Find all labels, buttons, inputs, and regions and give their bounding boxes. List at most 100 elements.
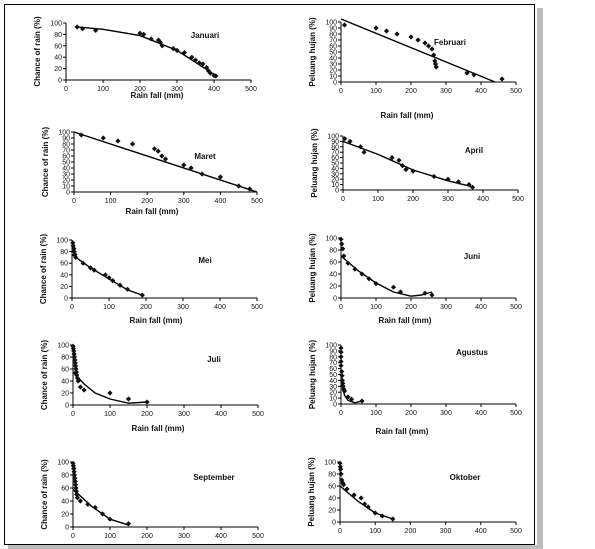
- y-tick-label: 80: [328, 472, 336, 479]
- data-point: [141, 31, 147, 37]
- x-tick-label: 500: [510, 88, 522, 95]
- y-tick-label: 80: [329, 354, 337, 361]
- x-tick-label: 0: [71, 411, 75, 418]
- data-point: [125, 521, 132, 527]
- panel-april: 0 100 200 300 400 5000102030405060708090100Ap…: [310, 128, 524, 203]
- data-point: [351, 492, 357, 498]
- data-point: [93, 27, 99, 34]
- y-axis-label: Peluang hujan (%): [310, 128, 319, 198]
- x-tick-label: 400: [477, 196, 489, 203]
- x-tick-label: 200: [134, 86, 146, 93]
- x-tick-label: 300: [178, 198, 190, 205]
- y-tick-label: 100: [50, 21, 62, 28]
- y-tick-label: 0: [333, 80, 337, 87]
- data-point: [383, 28, 390, 34]
- data-point: [70, 343, 76, 349]
- data-point: [71, 472, 78, 478]
- x-tick-label: 300: [440, 88, 452, 95]
- y-tick-label: 70: [62, 148, 70, 155]
- x-tick-label: 200: [405, 528, 417, 535]
- data-point: [345, 394, 351, 400]
- data-point: [75, 378, 81, 384]
- data-point: [429, 292, 435, 298]
- y-tick-label: 60: [328, 484, 336, 491]
- data-point: [151, 146, 158, 152]
- x-tick-label: 100: [97, 86, 109, 93]
- y-tick-label: 100: [324, 460, 336, 467]
- data-point: [204, 64, 210, 71]
- trend-line: [72, 488, 129, 526]
- data-point: [352, 266, 358, 272]
- y-tick-label: 40: [328, 496, 336, 503]
- data-point: [139, 292, 145, 298]
- x-tick-label: 300: [177, 304, 189, 311]
- y-tick-label: 100: [57, 460, 69, 467]
- data-point: [162, 156, 169, 162]
- month-label: Maret: [194, 152, 216, 161]
- y-axis-label: Peluang hujan (%): [307, 457, 316, 527]
- data-point: [342, 136, 348, 142]
- data-point: [339, 373, 345, 379]
- y-tick-label: 80: [61, 473, 69, 480]
- data-point: [359, 271, 365, 277]
- data-point: [432, 58, 438, 64]
- x-tick-label: 200: [141, 533, 153, 540]
- data-point: [102, 272, 108, 278]
- data-point: [155, 148, 161, 154]
- data-point: [125, 396, 132, 402]
- x-tick-label: 100: [370, 410, 382, 417]
- data-point: [422, 40, 428, 46]
- data-point: [339, 368, 345, 375]
- panel-oktober: 0 100 200 300 400 500 0 20 40 60 80 100 Oktober Pelua…: [307, 457, 522, 535]
- y-tick-label: 80: [62, 142, 70, 149]
- data-point: [73, 366, 79, 372]
- x-tick-label: 100: [104, 533, 116, 540]
- x-tick-label: 300: [178, 411, 190, 418]
- data-point: [340, 383, 346, 389]
- data-point: [159, 43, 165, 49]
- data-point: [124, 286, 131, 292]
- data-point: [159, 153, 165, 159]
- y-tick-label: 0: [333, 296, 337, 303]
- y-tick-label: 40: [329, 56, 337, 63]
- month-label: Februari: [434, 38, 466, 47]
- month-label: Juli: [207, 355, 221, 364]
- y-tick-label: 90: [331, 139, 339, 146]
- x-tick-label: 500: [252, 411, 264, 418]
- y-tick-label: 0: [335, 188, 339, 195]
- panel-mei: 0 100 200 300 400 500 0 20 40 60 80 100 Mei Rain fall…: [39, 234, 263, 325]
- y-axis-label: Peluang hujan (%): [308, 17, 317, 87]
- x-tick-label: 200: [141, 198, 153, 205]
- month-label: April: [465, 146, 483, 155]
- y-axis-label: Peluang hujan (%): [308, 340, 317, 410]
- data-point: [358, 495, 364, 501]
- y-tick-label: 0: [58, 78, 62, 85]
- month-label: Mei: [198, 256, 211, 265]
- trend-line: [72, 371, 148, 404]
- data-point: [70, 346, 76, 352]
- data-point: [338, 471, 344, 477]
- y-tick-label: 0: [66, 190, 70, 197]
- y-tick-label: 30: [329, 62, 337, 69]
- data-point: [464, 70, 470, 76]
- y-tick-label: 60: [61, 486, 69, 493]
- x-tick-label: 0: [339, 304, 343, 311]
- data-point: [403, 166, 409, 173]
- x-axis-label: Rain fall (mm): [130, 316, 183, 325]
- data-point: [189, 54, 195, 60]
- data-point: [247, 186, 253, 192]
- x-tick-label: 0: [338, 528, 342, 535]
- data-point: [200, 61, 206, 67]
- data-point: [81, 387, 87, 393]
- data-point: [72, 475, 78, 481]
- x-tick-label: 100: [103, 304, 115, 311]
- x-tick-label: 200: [405, 304, 417, 311]
- data-point: [107, 516, 113, 522]
- y-tick-label: 80: [329, 248, 337, 255]
- x-tick-label: 200: [405, 410, 417, 417]
- x-tick-label: 400: [215, 411, 227, 418]
- y-tick-label: 80: [61, 355, 69, 362]
- data-point: [207, 70, 213, 76]
- panel-juli: 0 100 200 300 400 500 0 20 40 60 80 100 Juli Rain fal…: [40, 340, 264, 433]
- data-point: [100, 511, 106, 517]
